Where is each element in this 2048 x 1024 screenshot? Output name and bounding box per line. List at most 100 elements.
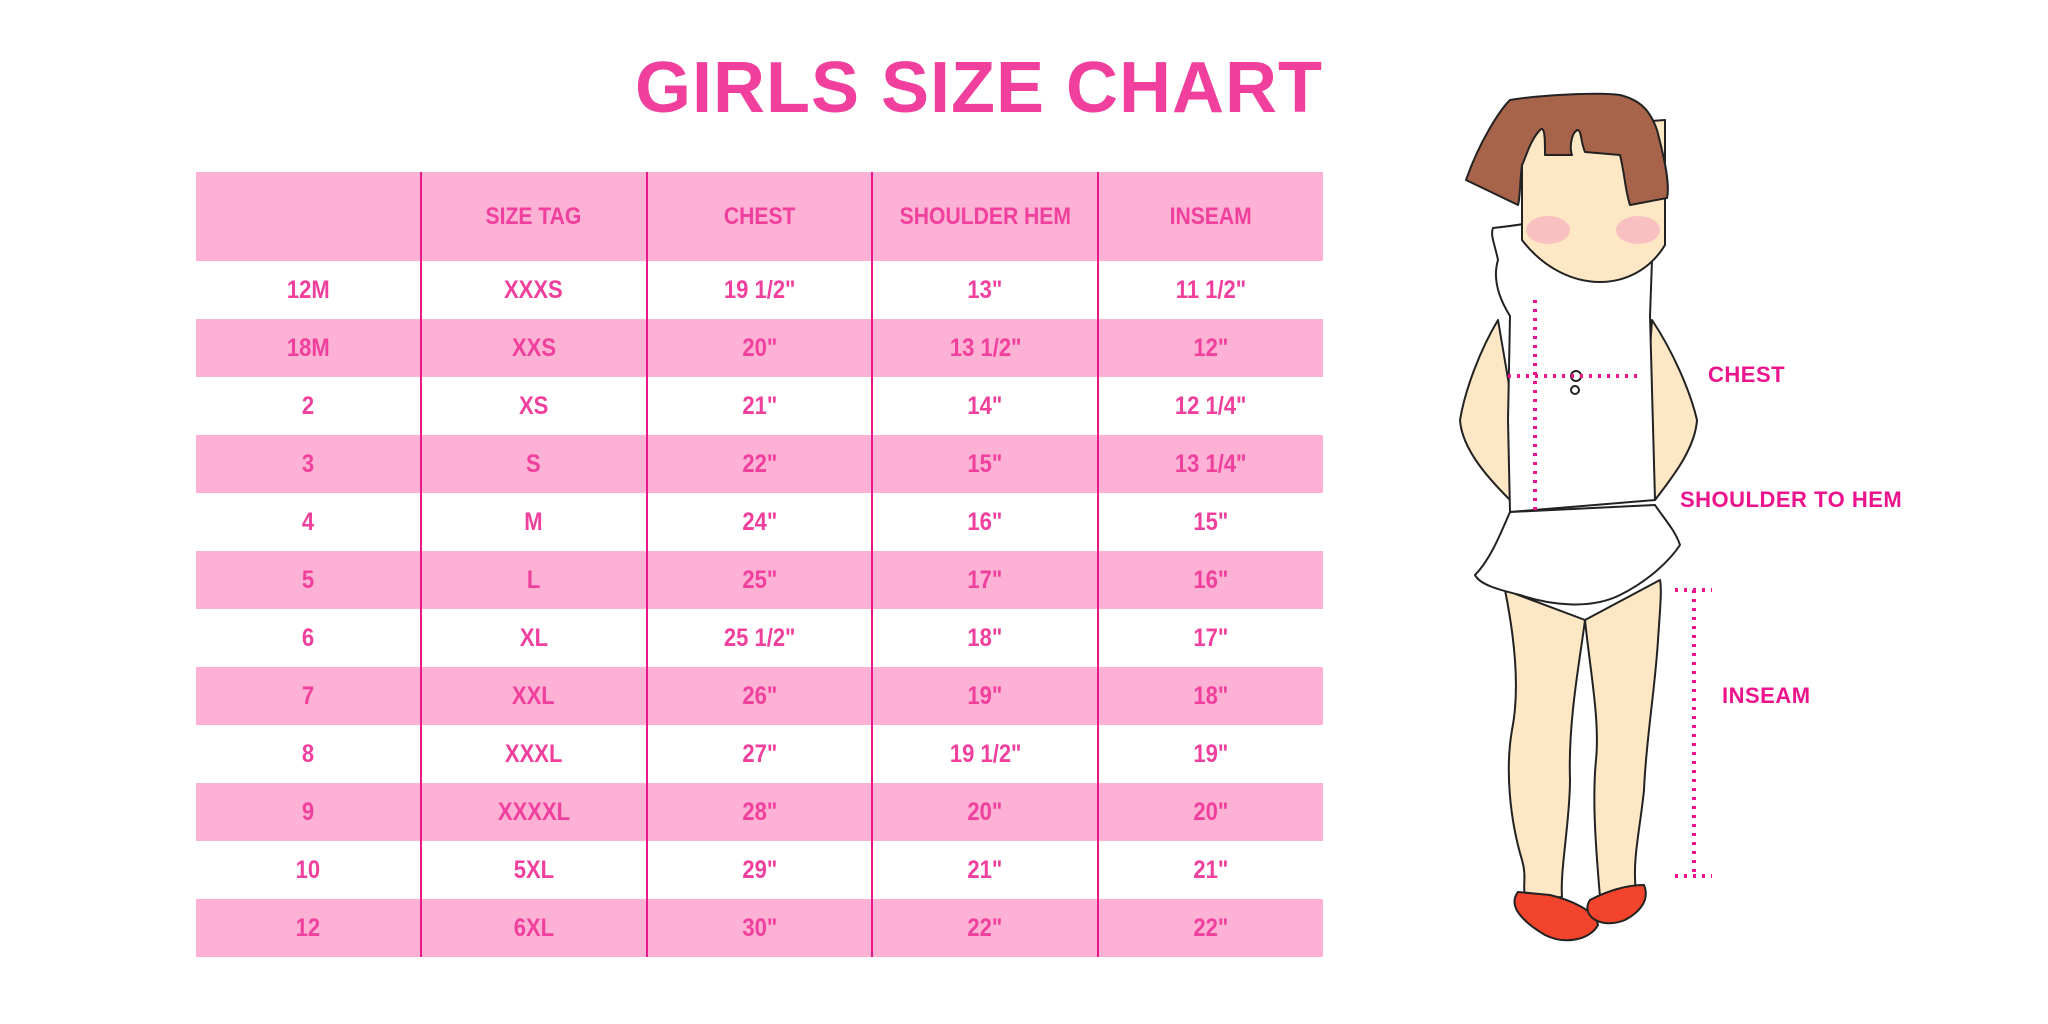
table-cell: 17" — [1099, 609, 1323, 667]
cell-text: 21" — [1193, 855, 1229, 884]
table-cell: XL — [422, 609, 648, 667]
cell-text: 19" — [1193, 739, 1229, 768]
table-cell: XXXXL — [422, 783, 648, 841]
hair — [1465, 92, 1669, 206]
table-cell: 20" — [873, 783, 1100, 841]
table-cell: 27" — [648, 725, 874, 783]
table-cell: 12 — [196, 899, 422, 957]
table-cell: 20" — [648, 319, 874, 377]
column-header: SHOULDER HEM — [873, 172, 1100, 261]
cell-text: 7 — [301, 681, 315, 710]
cell-text: 22" — [742, 449, 777, 478]
table-cell: XXS — [422, 319, 648, 377]
cell-text: 12 1/4" — [1175, 391, 1247, 420]
cell-text: 18" — [1193, 681, 1229, 710]
table-cell: 10 — [196, 841, 422, 899]
table-cell: 8 — [196, 725, 422, 783]
cell-text: 5 — [301, 565, 315, 594]
cell-text: SHOULDER HEM — [899, 202, 1071, 230]
cell-text: XXL — [512, 681, 556, 710]
table-cell: 4 — [196, 493, 422, 551]
cell-text: 22" — [967, 913, 1003, 942]
shoe-icon — [1513, 891, 1599, 942]
table-row: 7 XXL 26" 19" 18" — [196, 667, 1323, 725]
column-header: CHEST — [648, 172, 874, 261]
cell-text: 4 — [301, 507, 315, 536]
table-cell: 7 — [196, 667, 422, 725]
table-cell: XXL — [422, 667, 648, 725]
table-row: 6 XL 25 1/2" 18" 17" — [196, 609, 1323, 667]
table-cell: 12M — [196, 261, 422, 319]
cell-text: 16" — [967, 507, 1003, 536]
table-cell: 3 — [196, 435, 422, 493]
cell-text: 22" — [1193, 913, 1229, 942]
table-cell: 18" — [1099, 667, 1323, 725]
cell-text: 25 1/2" — [723, 623, 796, 652]
table-cell: 15" — [1099, 493, 1323, 551]
table-row: 3 S 22" 15" 13 1/4" — [196, 435, 1323, 493]
left-arm — [1459, 319, 1516, 501]
table-cell: L — [422, 551, 648, 609]
cell-text: 11 1/2" — [1175, 275, 1247, 304]
table-cell: 5XL — [422, 841, 648, 899]
cell-text: 18" — [967, 623, 1003, 652]
table-cell: 19" — [1099, 725, 1323, 783]
table-cell: 22" — [873, 899, 1100, 957]
cell-text: 13 1/2" — [949, 333, 1022, 362]
table-cell: 28" — [648, 783, 874, 841]
left-leg — [1504, 589, 1586, 901]
shoulder-to-hem-label: SHOULDER TO HEM — [1680, 487, 1903, 512]
cell-text: 18M — [286, 333, 330, 362]
table-cell: 11 1/2" — [1099, 261, 1323, 319]
cell-text: 24" — [742, 507, 777, 536]
cell-text: L — [526, 565, 541, 594]
table-row: 5 L 25" 17" 16" — [196, 551, 1323, 609]
table-cell: M — [422, 493, 648, 551]
cell-text: 10 — [295, 855, 321, 884]
cell-text: 8 — [301, 739, 315, 768]
cell-text: 19 1/2" — [723, 275, 796, 304]
table-cell: XXXL — [422, 725, 648, 783]
table-cell: 12 1/4" — [1099, 377, 1323, 435]
cell-text: S — [526, 449, 542, 478]
table-row: 10 5XL 29" 21" 21" — [196, 841, 1323, 899]
chest-label: CHEST — [1708, 362, 1786, 387]
cell-text: 14" — [967, 391, 1003, 420]
cell-text: 15" — [967, 449, 1003, 478]
cell-text: CHEST — [723, 202, 796, 230]
table-cell: XXXS — [422, 261, 648, 319]
cell-text: XS — [519, 391, 549, 420]
cell-text: 16" — [1193, 565, 1229, 594]
size-chart-table: SIZE TAG CHEST SHOULDER HEM INSEAM 12M XXXS 19… — [196, 172, 1323, 957]
table-cell: 30" — [648, 899, 874, 957]
cell-text: 20" — [1193, 797, 1229, 826]
table-cell: 13 1/4" — [1099, 435, 1323, 493]
cell-text: 9 — [301, 797, 315, 826]
cell-text: 3 — [301, 449, 315, 478]
table-cell: 21" — [1099, 841, 1323, 899]
table-cell: 13" — [873, 261, 1100, 319]
girl-illustration — [1459, 92, 1712, 942]
table-cell: 16" — [873, 493, 1100, 551]
table-cell: 18" — [873, 609, 1100, 667]
cell-text: 27" — [742, 739, 777, 768]
table-cell: 12" — [1099, 319, 1323, 377]
right-leg — [1584, 579, 1662, 898]
right-arm — [1644, 319, 1698, 501]
table-cell: 2 — [196, 377, 422, 435]
cell-text: 19 1/2" — [949, 739, 1022, 768]
table-cell: XS — [422, 377, 648, 435]
table-cell: 21" — [648, 377, 874, 435]
button-icon — [1570, 385, 1580, 395]
page-title: GIRLS SIZE CHART — [634, 48, 1323, 128]
cell-text: 20" — [967, 797, 1003, 826]
table-cell: 21" — [873, 841, 1100, 899]
cell-text: 6XL — [513, 913, 554, 942]
table-cell: 13 1/2" — [873, 319, 1100, 377]
cell-text: XXXS — [504, 275, 564, 304]
table-row: 8 XXXL 27" 19 1/2" 19" — [196, 725, 1323, 783]
cell-text: 5XL — [513, 855, 554, 884]
table-cell: S — [422, 435, 648, 493]
table-cell: 25" — [648, 551, 874, 609]
table-cell: 19 1/2" — [648, 261, 874, 319]
